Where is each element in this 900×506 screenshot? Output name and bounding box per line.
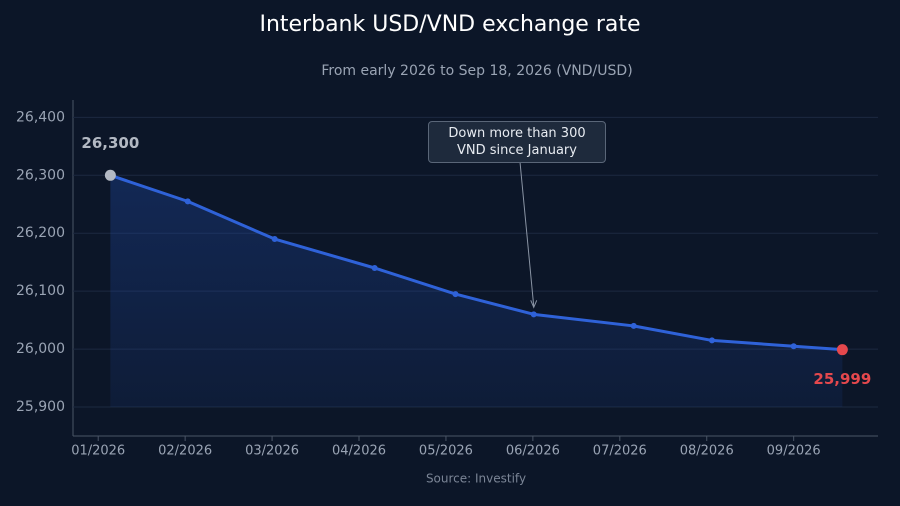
x-tick-label: 05/2026	[419, 444, 473, 459]
x-tick-label: 08/2026	[680, 444, 734, 459]
annotation: Down more than 300 VND since January	[428, 121, 606, 163]
point	[836, 344, 848, 356]
y-tick-label: 26,300	[16, 167, 65, 183]
point	[371, 265, 378, 271]
point	[790, 343, 797, 350]
point	[630, 322, 637, 329]
chart-title: Interbank USD/VND exchange rate	[259, 12, 640, 37]
x-tick-label: 06/2026	[506, 444, 560, 459]
annotation-arrow	[519, 161, 535, 307]
x-tick-label: 03/2026	[245, 444, 299, 459]
y-tick-label: 26,100	[16, 283, 65, 299]
point	[104, 169, 116, 181]
x-tick-label: 01/2026	[71, 444, 125, 459]
annotation-arrowhead	[530, 300, 538, 309]
data-label: 25,999	[813, 370, 871, 388]
x-tick-label: 09/2026	[767, 444, 821, 459]
source: Source: Investify	[426, 472, 526, 486]
point	[530, 311, 537, 318]
point	[271, 236, 278, 243]
point	[452, 291, 459, 298]
x-tick-label: 04/2026	[332, 444, 386, 459]
y-tick-label: 26,400	[16, 109, 65, 125]
x-tick-label: 07/2026	[593, 444, 647, 459]
y-tick-label: 26,000	[16, 341, 65, 357]
point	[708, 337, 715, 344]
y-tick-label: 25,900	[16, 399, 65, 415]
line	[109, 173, 843, 352]
point	[184, 198, 191, 205]
y-tick-label: 26,200	[16, 225, 65, 241]
data-label: 26,300	[81, 134, 139, 152]
x-tick-label: 02/2026	[158, 444, 212, 459]
chart-subtitle: From early 2026 to Sep 18, 2026 (VND/USD…	[321, 63, 632, 79]
area	[110, 175, 843, 408]
